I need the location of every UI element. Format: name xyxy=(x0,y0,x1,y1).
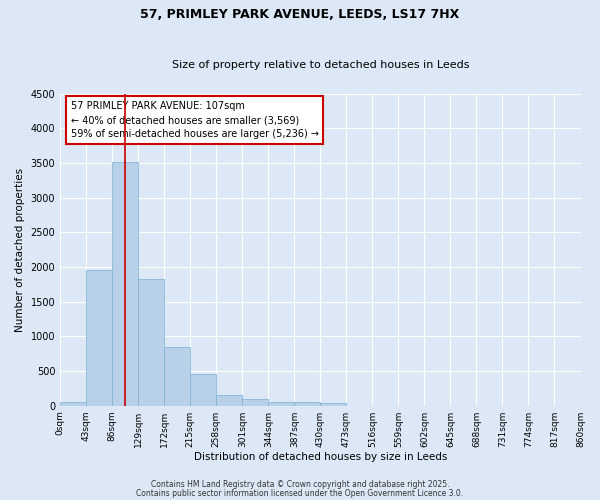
Bar xyxy=(86,270,112,406)
Bar xyxy=(320,403,346,406)
Bar xyxy=(164,346,190,406)
Bar xyxy=(138,280,164,406)
Bar xyxy=(268,402,295,406)
Bar xyxy=(216,394,242,406)
Text: 57 PRIMLEY PARK AVENUE: 107sqm
← 40% of detached houses are smaller (3,569)
59% : 57 PRIMLEY PARK AVENUE: 107sqm ← 40% of … xyxy=(71,102,319,140)
Title: Size of property relative to detached houses in Leeds: Size of property relative to detached ho… xyxy=(172,60,469,70)
X-axis label: Distribution of detached houses by size in Leeds: Distribution of detached houses by size … xyxy=(194,452,447,462)
Text: Contains public sector information licensed under the Open Government Licence 3.: Contains public sector information licen… xyxy=(136,488,464,498)
Text: 57, PRIMLEY PARK AVENUE, LEEDS, LS17 7HX: 57, PRIMLEY PARK AVENUE, LEEDS, LS17 7HX xyxy=(140,8,460,20)
Y-axis label: Number of detached properties: Number of detached properties xyxy=(15,168,25,332)
Text: Contains HM Land Registry data © Crown copyright and database right 2025.: Contains HM Land Registry data © Crown c… xyxy=(151,480,449,489)
Bar xyxy=(295,402,320,406)
Bar xyxy=(60,402,86,406)
Bar xyxy=(112,162,138,406)
Bar xyxy=(242,400,268,406)
Bar xyxy=(190,374,216,406)
